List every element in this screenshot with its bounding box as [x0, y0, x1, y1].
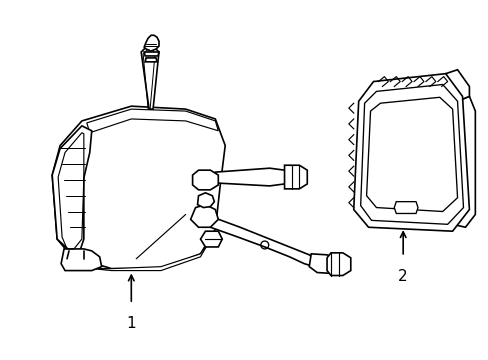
Polygon shape: [366, 97, 457, 212]
Polygon shape: [393, 202, 417, 213]
Polygon shape: [192, 170, 218, 190]
Polygon shape: [144, 35, 159, 51]
Polygon shape: [326, 253, 350, 275]
Polygon shape: [141, 47, 159, 109]
Text: 1: 1: [126, 316, 136, 331]
Polygon shape: [87, 109, 218, 133]
Polygon shape: [445, 70, 468, 101]
Polygon shape: [197, 193, 214, 208]
Polygon shape: [308, 254, 338, 274]
Polygon shape: [145, 58, 157, 62]
Polygon shape: [200, 231, 222, 247]
Polygon shape: [452, 96, 474, 227]
Polygon shape: [92, 231, 215, 271]
Polygon shape: [52, 126, 92, 251]
Polygon shape: [144, 52, 159, 56]
Polygon shape: [353, 74, 468, 231]
Polygon shape: [52, 106, 225, 269]
Text: 2: 2: [398, 269, 407, 284]
Polygon shape: [61, 249, 102, 271]
Polygon shape: [190, 204, 218, 227]
Polygon shape: [284, 165, 306, 189]
Polygon shape: [215, 168, 294, 186]
Polygon shape: [210, 217, 317, 267]
